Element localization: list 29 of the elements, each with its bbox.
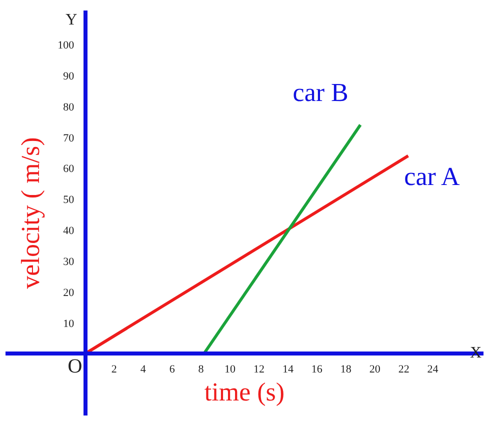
annotation: O	[68, 356, 82, 378]
y-tick-label: 30	[63, 256, 75, 268]
x-tick-label: 4	[140, 364, 146, 376]
x-tick-label: 10	[224, 364, 236, 376]
y-tick-label: 100	[58, 40, 75, 52]
x-tick-label: 8	[198, 364, 204, 376]
x-tick-label: 14	[282, 364, 294, 376]
annotation: Y	[66, 12, 78, 28]
y-axis-title: velocity ( m/s)	[16, 137, 46, 289]
x-tick-label: 22	[398, 364, 410, 376]
y-tick-label: 60	[63, 163, 75, 176]
x-tick-label: 12	[253, 364, 264, 376]
series-label: car B	[292, 78, 348, 107]
y-tick-label: 80	[63, 101, 75, 114]
y-tick-label: 10	[63, 318, 75, 330]
series-label: car A	[404, 162, 460, 191]
annotation: X	[470, 344, 482, 362]
y-tick-label: 90	[63, 70, 75, 82]
x-tick-label: 16	[311, 364, 323, 376]
x-tick-label: 6	[169, 364, 176, 376]
x-tick-label: 24	[427, 364, 439, 376]
y-tick-label: 70	[63, 132, 75, 144]
y-tick-label: 50	[63, 194, 75, 206]
x-tick-label: 18	[340, 364, 352, 376]
x-tick-label: 20	[369, 364, 381, 376]
x-axis-title: time (s)	[204, 378, 285, 407]
y-tick-label: 40	[63, 225, 75, 238]
y-tick-label: 20	[63, 286, 75, 299]
x-tick-label: 2	[111, 364, 117, 376]
